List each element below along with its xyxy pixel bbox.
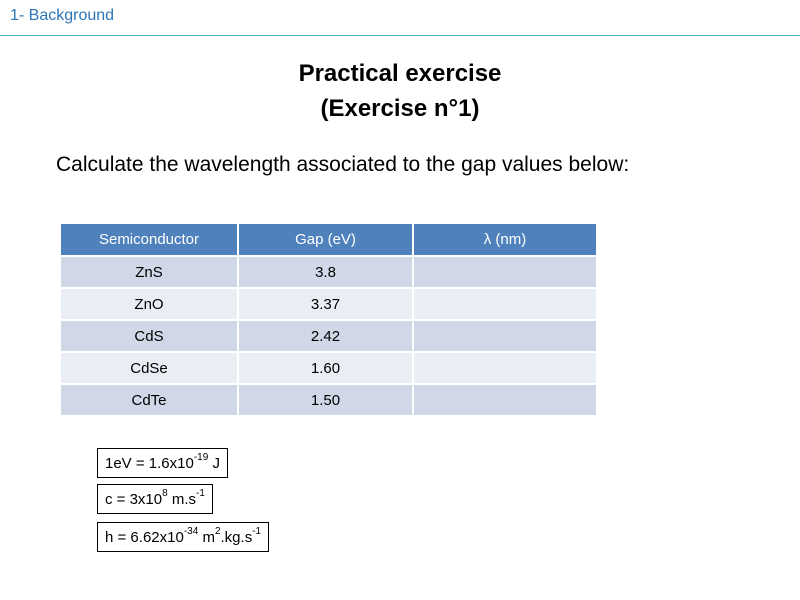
constant-unit-rest: .kg.s [220,529,253,546]
unit-exponent: 2 [214,526,221,537]
constant-exponent: 8 [162,488,168,499]
semiconductor-cell: ZnO [61,288,239,321]
slide-title: Practical exercise (Exercise n°1) [0,56,800,126]
column-header-wavelength: λ (nm) [413,224,596,257]
title-line-2: (Exercise n°1) [320,95,480,122]
wavelength-cell [413,320,596,353]
semiconductor-cell: CdSe [61,352,239,385]
constant-base: 1eV = 1.6x10 [105,455,194,472]
gap-cell: 1.50 [238,384,414,417]
constant-unit: J [208,455,220,472]
wavelength-cell [413,288,596,321]
header-divider [0,35,800,36]
instruction-text: Calculate the wavelength associated to t… [56,153,630,176]
table-row: CdS 2.42 [61,320,596,353]
table-header-row: Semiconductor Gap (eV) λ (nm) [61,224,596,257]
semiconductor-cell: ZnS [61,256,239,289]
semiconductor-cell: CdTe [61,384,239,417]
constant-unit: m [198,529,215,546]
table-row: CdSe 1.60 [61,352,596,385]
table-row: ZnO 3.37 [61,288,596,321]
constant-base: c = 3x10 [105,491,163,508]
electronvolt-constant-box: 1eV = 1.6x10-19 J [97,448,228,478]
gap-table: Semiconductor Gap (eV) λ (nm) ZnS 3.8 Zn… [61,224,596,417]
gap-cell: 1.60 [238,352,414,385]
column-header-gap: Gap (eV) [238,224,414,257]
unit-exponent: -1 [196,488,205,499]
section-label: 1- Background [10,7,115,24]
gap-cell: 2.42 [238,320,414,353]
constant-unit: m.s [167,491,197,508]
wavelength-cell [413,384,596,417]
gap-cell: 3.8 [238,256,414,289]
table-row: CdTe 1.50 [61,384,596,417]
constant-base: h = 6.62x10 [105,529,184,546]
semiconductor-cell: CdS [61,320,239,353]
table-row: ZnS 3.8 [61,256,596,289]
title-line-1: Practical exercise [298,60,502,87]
constant-exponent: -34 [183,526,199,537]
wavelength-cell [413,352,596,385]
wavelength-cell [413,256,596,289]
planck-constant-box: h = 6.62x10-34 m2.kg.s-1 [97,522,270,552]
speed-of-light-constant-box: c = 3x108 m.s-1 [97,484,213,514]
column-header-semiconductor: Semiconductor [61,224,239,257]
constant-exponent: -19 [193,452,209,463]
gap-cell: 3.37 [238,288,414,321]
unit-exponent-2: -1 [252,526,262,537]
